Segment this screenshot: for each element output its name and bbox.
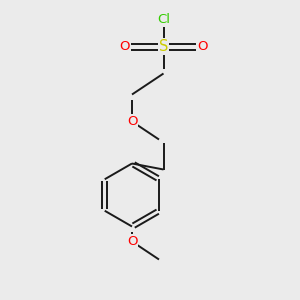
Text: S: S — [159, 39, 168, 54]
Text: O: O — [197, 40, 208, 53]
Text: Cl: Cl — [157, 13, 170, 26]
Text: O: O — [119, 40, 130, 53]
Text: O: O — [127, 115, 137, 128]
Text: O: O — [127, 235, 137, 248]
